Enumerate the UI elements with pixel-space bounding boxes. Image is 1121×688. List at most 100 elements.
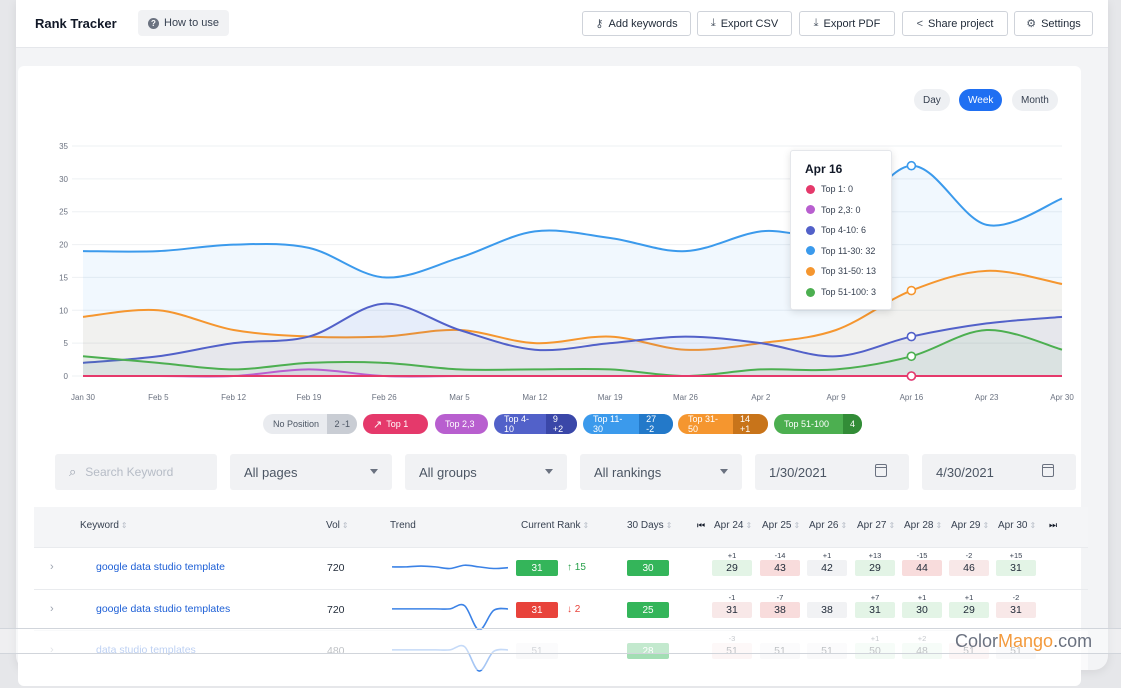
legend-top-51-100[interactable]: Top 51-100 4 [774,414,862,434]
sort-icon: ⇕ [935,521,943,530]
legend-top-1[interactable]: ↗ Top 1 [363,414,428,434]
legend-label: Top 51-100 [784,419,830,429]
x-tick-label: Mar 5 [449,393,470,402]
column-date[interactable]: Apr 27 ⇕ [857,520,896,531]
legend-top-31-50[interactable]: Top 31-50 14 +1 [678,414,768,434]
x-tick-label: Feb 5 [148,393,169,402]
daily-rank-change: -15 [916,551,928,560]
settings-button[interactable]: ⚙ Settings [1014,11,1093,36]
y-tick-label: 10 [59,306,68,315]
legend-label: Top 1 [386,419,409,429]
date-to-input[interactable]: 4/30/2021 [922,454,1076,490]
series-dot [806,266,815,276]
pages-select[interactable]: All pages [230,454,392,490]
keyword-link[interactable]: google data studio templates [96,603,231,615]
export-pdf-button[interactable]: ⤓ Export PDF [799,11,895,36]
column-date[interactable]: Apr 26 ⇕ [809,520,848,531]
date-from-input[interactable]: 1/30/2021 [755,454,909,490]
series-area-top-51-100 [83,329,1062,376]
trend-line [392,603,509,631]
calendar-icon[interactable] [875,464,887,477]
legend-label: No Position [273,419,320,429]
daily-rank-cell: 31 [996,602,1036,618]
volume-value: 720 [327,604,345,616]
column-date[interactable]: Apr 29 ⇕ [951,520,990,531]
daily-rank-cell: 30 [902,602,942,618]
rankings-select[interactable]: All rankings [580,454,742,490]
legend-count: 4 [842,414,862,434]
column-current-rank[interactable]: Current Rank ⇕ [521,520,590,531]
daily-rank-cell: 29 [949,602,989,618]
daily-rank-change: -2 [1012,593,1020,602]
column-date[interactable]: Apr 28 ⇕ [904,520,943,531]
tooltip-row: Top 51-100: 3 [806,287,876,297]
expand-row-icon[interactable]: › [50,603,54,615]
tooltip-label: Top 1: 0 [821,184,854,194]
x-tick-label: Mar 12 [522,393,547,402]
thirty-days-badge: 25 [627,602,669,618]
x-tick-label: Mar 19 [598,393,623,402]
period-month-button[interactable]: Month [1012,89,1058,111]
daily-rank-change: +13 [868,551,882,560]
key-icon: ⚷ [595,18,604,30]
daily-rank-change: +1 [727,551,737,560]
period-day-button[interactable]: Day [914,89,950,111]
tooltip-title: Apr 16 [805,162,843,176]
daily-rank-cell: 29 [855,560,895,576]
page-title: Rank Tracker [35,16,117,31]
column-date[interactable]: Apr 24 ⇕ [714,520,753,531]
expand-row-icon[interactable]: › [50,561,54,573]
x-tick-label: Apr 16 [900,393,924,402]
share-project-button[interactable]: < Share project [902,11,1008,36]
x-tick-label: Feb 19 [296,393,321,402]
legend-no-position[interactable]: No Position 2 -1 [263,414,357,434]
legend-top-11-30[interactable]: Top 11-30 27 -2 [583,414,673,434]
daily-rank-cell: 44 [902,560,942,576]
chevron-down-icon [545,469,553,474]
calendar-icon[interactable] [1042,464,1054,477]
sort-icon: ⇕ [745,521,753,530]
y-tick-label: 25 [59,208,68,217]
first-page-icon[interactable]: ⏮ [697,520,706,530]
search-keyword-input[interactable]: ⌕ Search Keyword [55,454,217,490]
series-dot [806,205,815,215]
daily-rank-change: +1 [964,593,974,602]
trend-icon: ↗ [373,418,383,431]
series-area-top-11-30 [83,165,1062,376]
daily-rank-change: -2 [965,551,973,560]
column-date[interactable]: Apr 25 ⇕ [762,520,801,531]
groups-select[interactable]: All groups [405,454,567,490]
current-rank-badge: 31 [516,560,558,576]
rank-distribution-chart: 0 5 10 15 20 25 30 35 Jan 30 Feb 5 Feb 12 Feb 19 Feb… [59,142,1074,402]
keyword-link[interactable]: google data studio template [96,561,226,573]
trend-line [391,564,509,570]
trend-sparkline [392,603,509,631]
search-icon: ⌕ [69,464,77,479]
x-tick-label: Feb 26 [372,393,397,402]
highlight-point [906,351,917,362]
last-page-icon[interactable]: ⏭ [1049,520,1058,530]
x-tick-label: Apr 2 [751,393,771,402]
column-vol[interactable]: Vol ⇕ [326,520,349,531]
how-to-use-button[interactable]: ? How to use [138,10,230,36]
column-30-days[interactable]: 30 Days ⇕ [627,520,673,531]
watermark-band [0,628,1121,654]
volume-value: 720 [327,562,345,574]
column-keyword[interactable]: Keyword ⇕ [80,520,128,531]
export-csv-button[interactable]: ⤓ Export CSV [697,11,792,36]
series-line-top-4-10 [82,302,1063,364]
legend-top-2-3[interactable]: Top 2,3 [435,414,488,434]
period-week-button[interactable]: Week [959,89,1003,111]
top-bar: Rank Tracker ? How to use ⚷ Add keywords … [16,0,1108,48]
sort-icon: ⇕ [120,521,128,530]
add-keywords-button[interactable]: ⚷ Add keywords [582,11,691,36]
x-tick-label: Mar 26 [673,393,698,402]
y-tick-label: 30 [59,175,68,184]
legend-count: 14 +1 [732,414,768,434]
column-date[interactable]: Apr 30 ⇕ [998,520,1037,531]
y-tick-label: 0 [64,372,69,381]
y-tick-label: 5 [64,339,69,348]
table-row-divider [34,547,1088,548]
series-area-top-4-10 [83,303,1062,376]
legend-top-4-10[interactable]: Top 4-10 9 +2 [494,414,577,434]
